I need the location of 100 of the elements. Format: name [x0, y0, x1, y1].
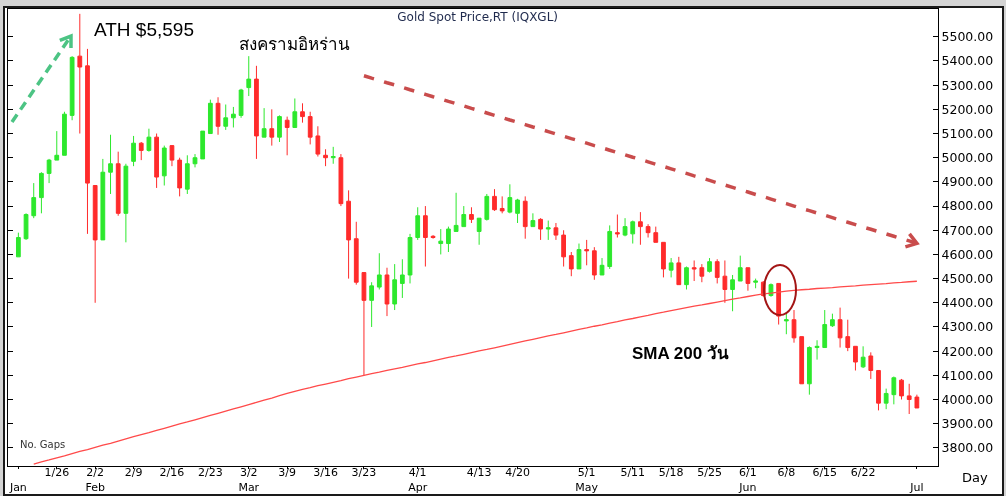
y-tick-label: 4800.00	[941, 198, 994, 214]
candlestick	[730, 274, 735, 312]
candlestick	[553, 222, 559, 241]
candlestick	[31, 182, 37, 219]
candlestick	[131, 135, 136, 167]
x-tick-label: 1/26	[44, 466, 70, 480]
candlestick	[46, 158, 52, 184]
candlestick	[292, 97, 298, 128]
candlestick	[269, 108, 275, 147]
candlestick	[860, 345, 866, 369]
x-tick-label: 2/2 Feb	[85, 466, 105, 494]
x-tick-label: 5/1 May	[575, 466, 599, 494]
candlestick	[407, 233, 413, 284]
candlestick	[453, 192, 459, 232]
candlestick	[361, 272, 367, 376]
candlestick	[661, 241, 666, 278]
y-tick-label: 3800.00	[941, 440, 994, 456]
candlestick	[23, 212, 29, 241]
candlestick	[123, 163, 129, 243]
y-tick-label: 4100.00	[941, 367, 994, 383]
candlestick	[622, 217, 628, 237]
candlestick	[645, 223, 651, 238]
candlestick	[699, 263, 705, 283]
candlestick	[69, 55, 75, 121]
candlestick	[353, 221, 359, 286]
candlestick	[814, 339, 820, 361]
y-tick-label: 4200.00	[941, 343, 994, 359]
candlestick	[853, 345, 858, 371]
candlestick	[476, 217, 482, 246]
candlestick	[676, 256, 682, 286]
candlestick	[392, 263, 398, 311]
candlestick	[469, 206, 474, 224]
x-tick-label: 5/11	[620, 466, 646, 480]
candlestick	[146, 128, 152, 153]
candlestick	[499, 195, 505, 214]
candlestick	[246, 55, 252, 97]
candlestick	[238, 88, 244, 119]
candlestick	[430, 234, 436, 240]
candlestick	[899, 378, 904, 401]
y-tick-label: 4400.00	[941, 295, 994, 311]
candlestick	[576, 243, 582, 270]
candlestick	[684, 266, 689, 290]
candlestick	[668, 257, 674, 278]
x-tick-label: 6/15	[812, 466, 838, 480]
candlestick	[545, 220, 551, 241]
candlestick	[530, 212, 536, 228]
candlestick	[461, 205, 467, 228]
candlestick	[192, 153, 198, 168]
x-tick-label: 6/22	[850, 466, 876, 480]
candlestick	[138, 141, 144, 161]
candlestick	[906, 383, 912, 415]
candlestick	[92, 185, 98, 304]
candlestick	[745, 267, 751, 292]
candlestick	[100, 158, 106, 241]
candlestick	[200, 130, 206, 160]
candlestick	[714, 258, 720, 284]
candlestick	[584, 239, 590, 266]
x-tick-label: 5/25	[697, 466, 722, 480]
candlestick	[15, 232, 21, 258]
candlestick	[568, 251, 574, 277]
candlestick	[492, 188, 497, 212]
candlestick	[338, 153, 344, 207]
candlestick	[591, 246, 597, 281]
y-tick-label: 5400.00	[941, 53, 994, 69]
candlestick	[515, 198, 520, 224]
candlestick	[638, 211, 643, 246]
x-tick-label: 3/23	[351, 466, 377, 480]
candlestick	[630, 220, 636, 245]
candlestick	[446, 226, 451, 253]
annotation: ATH $5,595	[94, 19, 194, 40]
candlestick	[85, 48, 90, 235]
candlestick	[653, 226, 659, 243]
candlestick	[307, 111, 313, 145]
y-tick-label: 5500.00	[941, 29, 994, 45]
candlestick	[223, 104, 229, 131]
candlestick	[108, 134, 113, 195]
x-tick-label: 2/23	[198, 466, 223, 480]
candlestick	[615, 214, 620, 238]
x-tick-label: 2/9	[124, 466, 143, 480]
candlestick	[914, 394, 920, 409]
candlestick	[54, 130, 60, 161]
candlestick	[330, 146, 336, 165]
series-label: SMA 200 วัน	[632, 344, 729, 363]
candlestick	[115, 151, 121, 217]
candlestick	[891, 376, 897, 405]
candlestick	[323, 148, 328, 167]
candlestick	[39, 171, 44, 214]
candlestick	[883, 388, 889, 410]
candlestick	[254, 65, 259, 160]
x-tick-label: Jan	[8, 480, 27, 494]
candlestick	[845, 319, 851, 352]
x-tick-label: Jul	[909, 480, 924, 494]
x-tick-label: 3/2 Mar	[238, 466, 260, 494]
candlestick	[722, 259, 728, 304]
candlestick	[384, 267, 390, 317]
x-tick-label: 4/1 Apr	[408, 466, 428, 494]
x-tick-label: 4/13	[466, 466, 492, 480]
candlestick	[415, 206, 421, 241]
candlestick	[507, 183, 513, 214]
candlestick	[169, 145, 175, 167]
